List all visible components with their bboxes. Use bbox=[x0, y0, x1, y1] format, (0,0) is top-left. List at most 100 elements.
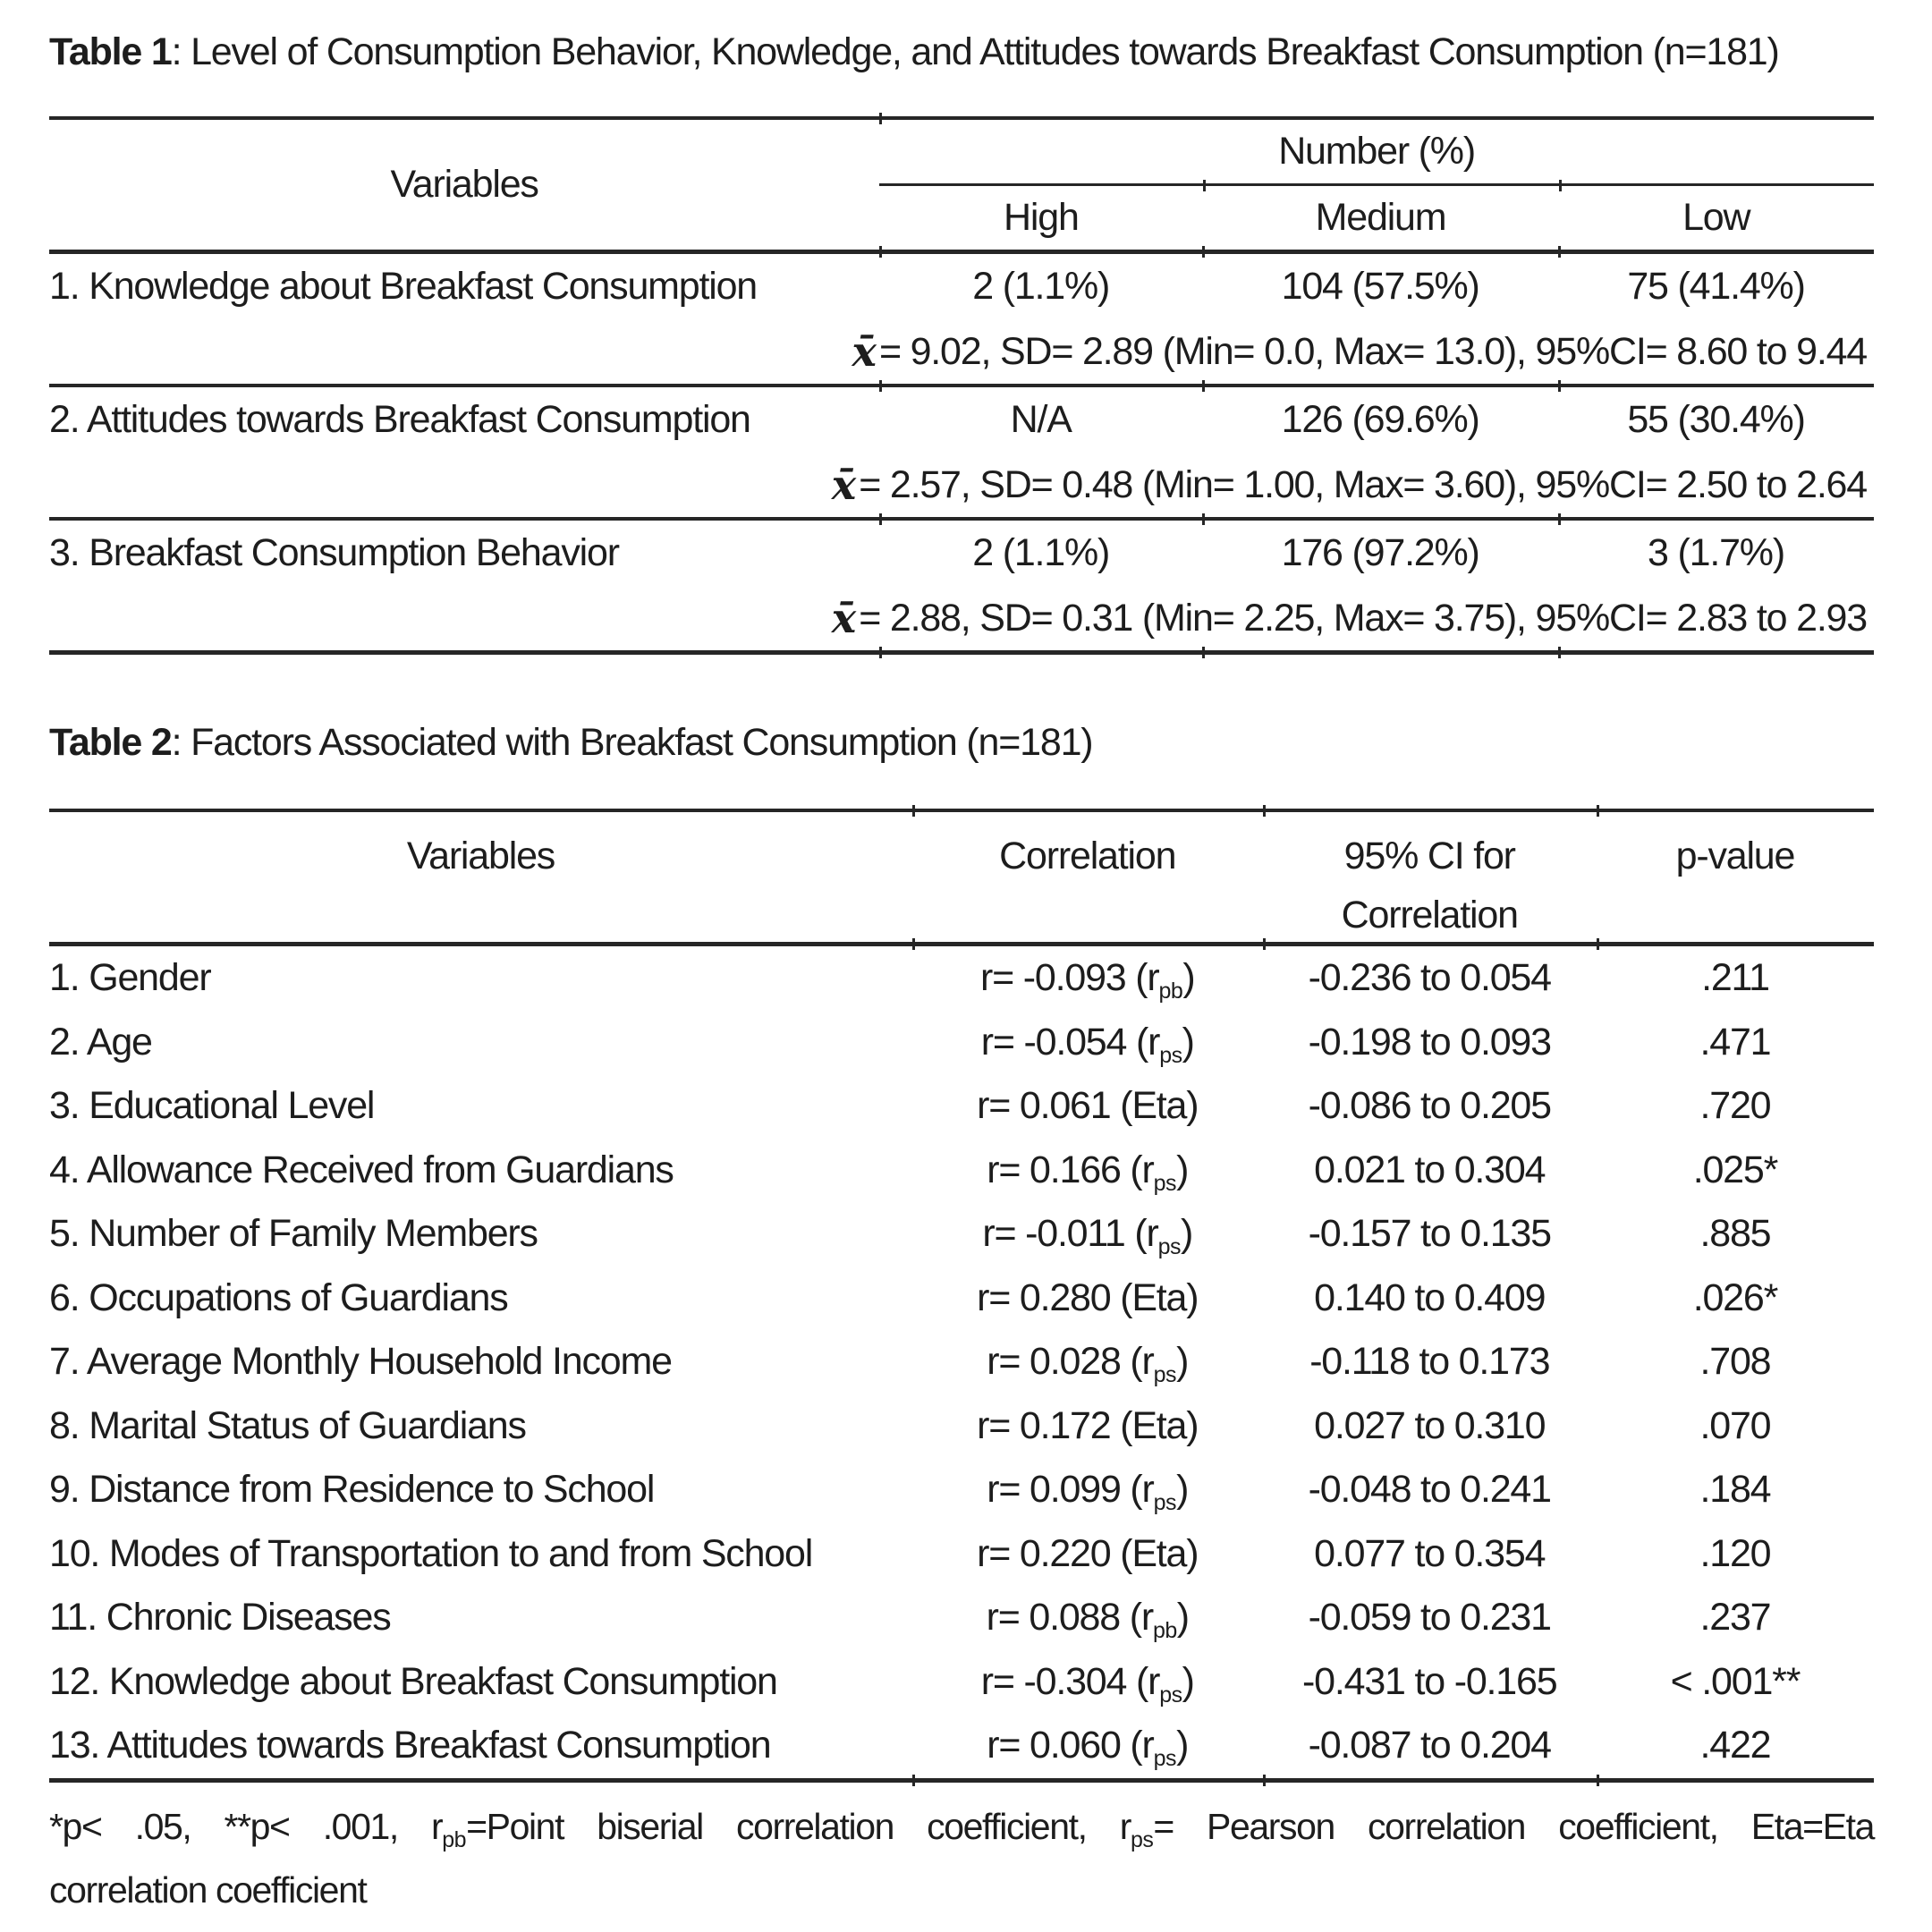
correlation-close: ) bbox=[1181, 1212, 1193, 1256]
correlation-close: ) bbox=[1182, 956, 1195, 1000]
table2-correlation-value: r= 0.028 (rps) bbox=[912, 1340, 1263, 1388]
table2-variable-label: 11. Chronic Diseases bbox=[49, 1596, 392, 1640]
table2-correlation-value: r= 0.099 (rps) bbox=[912, 1468, 1263, 1516]
correlation-subscript: ps bbox=[1153, 1490, 1177, 1516]
table2-correlation-value: r= 0.280 (Eta) bbox=[912, 1276, 1263, 1320]
column-tick bbox=[1202, 513, 1206, 525]
table2-variable-label: 9. Distance from Residence to School bbox=[49, 1468, 655, 1512]
table2-p-value: .708 bbox=[1699, 1340, 1771, 1384]
table1-low-value: 75 (41.4%) bbox=[1627, 265, 1806, 308]
table1-variable-label: 3. Breakfast Consumption Behavior bbox=[49, 531, 620, 574]
correlation-subscript: ps bbox=[1159, 1682, 1182, 1707]
table1-header-levels: High Medium Low bbox=[879, 186, 1874, 250]
correlation-text: r= 0.099 (r bbox=[987, 1468, 1155, 1512]
table2-title-label: Table 2 bbox=[49, 721, 173, 764]
table2-data-row: 1. Gender r= -0.093 (rpb) -0.236 to 0.054.… bbox=[49, 946, 1874, 1011]
column-tick bbox=[1262, 1774, 1266, 1786]
table2-variable-label: 8. Marital Status of Guardians bbox=[49, 1403, 527, 1447]
column-tick bbox=[911, 805, 915, 817]
table1-title-text: : Level of Consumption Behavior, Knowled… bbox=[171, 30, 1780, 73]
table1-bottom-rule bbox=[49, 647, 1874, 658]
table2-variable-label: 10. Modes of Transportation to and from … bbox=[49, 1531, 813, 1575]
table2-header-ci-line2: Correlation bbox=[1341, 894, 1519, 936]
footnote-line2: correlation coefficient bbox=[49, 1868, 368, 1911]
table2-correlation-value: r= 0.060 (rps) bbox=[912, 1724, 1263, 1770]
column-tick bbox=[1262, 805, 1266, 817]
table2-ci-value: -0.236 to 0.054 bbox=[1308, 956, 1552, 1000]
table2-bottom-rule bbox=[49, 1774, 1874, 1786]
table2-ci-value: -0.431 to -0.165 bbox=[1302, 1659, 1558, 1703]
correlation-subscript: pb bbox=[1152, 1618, 1177, 1644]
table2-ci-value: -0.086 to 0.205 bbox=[1308, 1084, 1552, 1128]
table1-medium-value: 126 (69.6%) bbox=[1281, 398, 1480, 441]
table1-data-row: 3. Breakfast Consumption Behavior 2 (1.1%… bbox=[49, 521, 1874, 586]
table2-correlation-value: r= 0.061 (Eta) bbox=[912, 1084, 1263, 1128]
table2-correlation-value: r= -0.093 (rpb) bbox=[912, 956, 1263, 1003]
table2-header-ci: 95% CI for Correlation bbox=[1263, 812, 1597, 945]
table1-number-underline bbox=[879, 180, 1874, 191]
table2-ci-value: 0.077 to 0.354 bbox=[1314, 1531, 1546, 1575]
correlation-text: r= -0.011 (r bbox=[982, 1212, 1158, 1256]
table2-variable-label: 3. Educational Level bbox=[49, 1084, 375, 1128]
table2-correlation-value: r= -0.011 (rps) bbox=[912, 1212, 1263, 1258]
column-tick bbox=[1558, 246, 1562, 258]
table1-header: Variables Number (%) High Medium Low bbox=[49, 120, 1874, 250]
column-tick bbox=[879, 246, 883, 258]
correlation-text: r= 0.088 (r bbox=[986, 1596, 1155, 1640]
table1-header-number-label: Number (%) bbox=[1278, 130, 1476, 173]
table2-correlation-value: r= 0.088 (rpb) bbox=[912, 1596, 1263, 1644]
column-tick bbox=[1596, 938, 1599, 950]
table2-data-row: 4. Allowance Received from Guardians r= 0… bbox=[49, 1139, 1874, 1203]
table1-body: 1. Knowledge about Breakfast Consumption… bbox=[49, 254, 1874, 658]
stats-text: = 2.88, SD= 0.31 (Min= 2.25, Max= 3.75),… bbox=[859, 596, 1868, 640]
correlation-close: ) bbox=[1182, 1659, 1195, 1703]
table2-data-row: 3. Educational Level r= 0.061 (Eta) -0.086… bbox=[49, 1074, 1874, 1139]
table2-p-value: .237 bbox=[1699, 1596, 1771, 1640]
table2-data-row: 10. Modes of Transportation to and from … bbox=[49, 1522, 1874, 1587]
table1-top-rule bbox=[49, 113, 1874, 124]
table2-correlation-value: r= 0.220 (Eta) bbox=[912, 1532, 1263, 1576]
correlation-text: r= 0.220 (Eta) bbox=[977, 1531, 1199, 1575]
correlation-text: r= 0.060 (r bbox=[987, 1724, 1155, 1767]
table2-title: Table 2: Factors Associated with Breakfa… bbox=[49, 714, 1874, 771]
table2-header-rule bbox=[49, 938, 1874, 950]
table1-stats-row: x̄ = 2.88, SD= 0.31 (Min= 2.25, Max= 3.75… bbox=[49, 586, 1874, 650]
table1-title-label: Table 1 bbox=[49, 30, 173, 73]
table2-variable-label: 2. Age bbox=[49, 1020, 153, 1063]
table2-correlation-value: r= 0.166 (rps) bbox=[912, 1148, 1263, 1195]
footnote: *p< .05, **p< .001, rpb=Point biserial c… bbox=[49, 1795, 1875, 1922]
correlation-text: r= 0.166 (r bbox=[987, 1148, 1155, 1191]
table2-ci-value: -0.118 to 0.173 bbox=[1309, 1340, 1550, 1384]
table1-title: Table 1: Level of Consumption Behavior, … bbox=[49, 23, 1874, 80]
table1-medium-value: 176 (97.2%) bbox=[1281, 531, 1480, 574]
table1-section-rule bbox=[49, 380, 1874, 392]
table2-variable-label: 13. Attitudes towards Breakfast Consumpt… bbox=[49, 1724, 772, 1767]
column-tick bbox=[911, 1774, 915, 1786]
table2-body: 1. Gender r= -0.093 (rpb) -0.236 to 0.054.… bbox=[49, 946, 1874, 1778]
column-tick bbox=[911, 938, 915, 950]
table2-data-row: 13. Attitudes towards Breakfast Consumpt… bbox=[49, 1714, 1874, 1778]
table2-title-text: : Factors Associated with Breakfast Cons… bbox=[171, 721, 1094, 764]
correlation-text: r= -0.093 (r bbox=[980, 956, 1160, 1000]
table2-top-rule bbox=[49, 805, 1874, 817]
table1-section-rule bbox=[49, 513, 1874, 525]
table2-data-row: 12. Knowledge about Breakfast Consumptio… bbox=[49, 1650, 1874, 1715]
column-tick bbox=[1558, 380, 1562, 392]
footnote-text: =Point biserial correlation coefficient,… bbox=[466, 1805, 1131, 1847]
table2-data-row: 9. Distance from Residence to School r= 0… bbox=[49, 1458, 1874, 1522]
table1-header-low: Low bbox=[1682, 196, 1750, 239]
table2-ci-value: 0.140 to 0.409 bbox=[1314, 1275, 1546, 1319]
correlation-subscript: ps bbox=[1153, 1746, 1177, 1772]
table1-high-value: 2 (1.1%) bbox=[972, 265, 1110, 308]
table2-correlation-value: r= -0.304 (rps) bbox=[912, 1659, 1263, 1707]
column-tick bbox=[879, 113, 883, 124]
column-tick bbox=[1558, 647, 1562, 658]
correlation-subscript: ps bbox=[1153, 1362, 1177, 1388]
correlation-text: r= 0.061 (Eta) bbox=[977, 1084, 1199, 1128]
correlation-close: ) bbox=[1176, 1596, 1190, 1640]
table1-low-value: 55 (30.4%) bbox=[1627, 398, 1806, 441]
footnote-subscript: pb bbox=[442, 1826, 467, 1852]
correlation-close: ) bbox=[1176, 1340, 1189, 1384]
table2-data-row: 7. Average Monthly Household Income r= 0.… bbox=[49, 1330, 1874, 1394]
table1-data-row: 1. Knowledge about Breakfast Consumption… bbox=[49, 254, 1874, 319]
